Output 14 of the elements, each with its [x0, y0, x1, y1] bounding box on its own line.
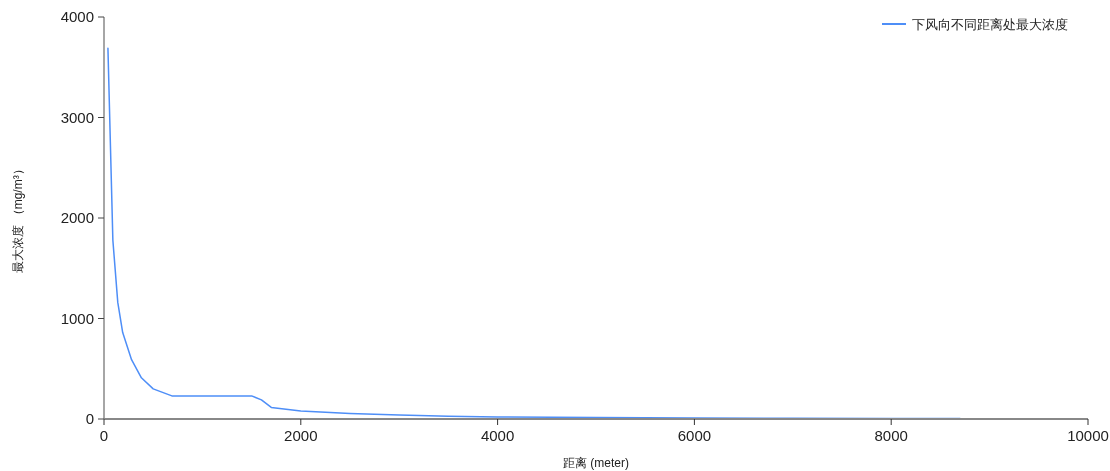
legend-label: 下风向不同距离处最大浓度	[912, 16, 1068, 32]
x-tick-label: 0	[99, 427, 109, 444]
x-tick-label: 10000	[1067, 427, 1109, 444]
y-tick-label: 3000	[60, 108, 94, 126]
y-axis-title: 最大浓度 （mg/m³）	[11, 163, 25, 273]
x-tick-label: 4000	[480, 427, 515, 444]
x-tick-label: 2000	[284, 427, 318, 444]
y-tick-label: 2000	[60, 209, 94, 227]
x-axis-title: 距离 (meter)	[563, 456, 629, 470]
y-tick-label: 1000	[60, 309, 94, 327]
x-tick-label: 6000	[677, 427, 712, 444]
y-tick-label: 4000	[60, 8, 94, 26]
x-tick-label: 8000	[874, 427, 908, 444]
y-tick-label: 0	[85, 410, 94, 428]
